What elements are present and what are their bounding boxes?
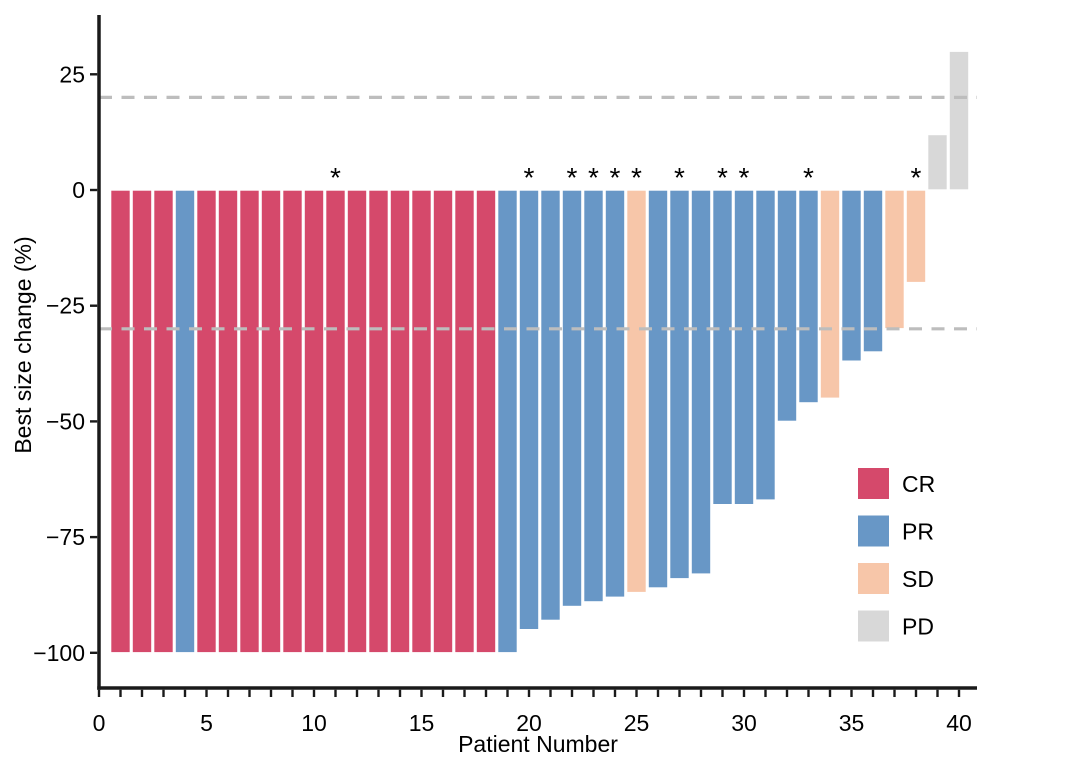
asterisk-patient-23: *	[588, 162, 599, 193]
bar-patient-10	[303, 189, 325, 654]
bar-patient-32	[776, 189, 798, 423]
bar-patient-33	[797, 189, 820, 404]
bar-patient-28	[690, 189, 712, 575]
x-tick-label-15: 15	[409, 710, 435, 736]
asterisk-patient-20: *	[524, 162, 535, 193]
y-tick-label--100: −100	[33, 640, 85, 666]
bar-patient-18	[475, 189, 497, 654]
bar-patient-12	[346, 189, 368, 654]
bar-patient-20	[518, 189, 540, 631]
legend-swatch-SD	[858, 563, 889, 594]
x-tick-label-35: 35	[839, 710, 865, 736]
asterisk-patient-11: *	[330, 162, 341, 193]
y-tick-label-0: 0	[72, 177, 85, 203]
bar-patient-23	[582, 189, 605, 603]
bar-patient-35	[840, 189, 863, 362]
legend-label-PR: PR	[902, 519, 934, 545]
bar-patient-29	[711, 189, 734, 506]
x-tick-label-5: 5	[200, 710, 213, 736]
bar-patient-26	[647, 189, 669, 589]
asterisk-annotations-layer: * * * * * * * * * * *	[330, 162, 922, 193]
bar-patient-4	[174, 189, 196, 654]
bar-patient-37	[883, 189, 906, 330]
bar-patient-11	[324, 189, 347, 654]
bars-layer	[109, 50, 970, 654]
asterisk-patient-24: *	[610, 162, 621, 193]
bar-patient-15	[410, 189, 433, 654]
bar-patient-2	[131, 189, 153, 654]
bar-patient-34	[819, 189, 841, 400]
asterisk-patient-38: *	[911, 162, 922, 193]
bar-patient-14	[389, 189, 411, 654]
y-tick-label-25: 25	[59, 61, 85, 87]
bar-patient-19	[496, 189, 519, 654]
asterisk-patient-25: *	[631, 162, 642, 193]
asterisk-patient-29: *	[717, 162, 728, 193]
bar-patient-9	[281, 189, 304, 654]
x-tick-label-25: 25	[624, 710, 650, 736]
x-axis: 0 5 10 15 20 25 30 35 40	[93, 686, 977, 736]
asterisk-patient-27: *	[674, 162, 685, 193]
y-tick-label--75: −75	[46, 524, 85, 550]
bar-patient-40	[948, 50, 970, 191]
legend-swatch-CR	[858, 468, 889, 499]
asterisk-patient-22: *	[567, 162, 578, 193]
bar-patient-30	[733, 189, 755, 506]
y-axis: 25 0 −25 −50 −75 −100	[33, 15, 101, 690]
bar-patient-16	[432, 189, 454, 654]
y-tick-label--25: −25	[46, 293, 85, 319]
bar-patient-1	[109, 189, 132, 654]
bar-patient-27	[668, 189, 691, 580]
bar-patient-36	[862, 189, 884, 353]
x-tick-label-0: 0	[93, 710, 106, 736]
legend-label-PD: PD	[902, 614, 934, 640]
bar-patient-22	[561, 189, 583, 608]
bar-patient-17	[453, 189, 476, 654]
bar-patient-5	[195, 189, 218, 654]
bar-patient-3	[152, 189, 175, 654]
y-axis-title: Best size change (%)	[10, 236, 36, 453]
legend-label-CR: CR	[902, 471, 935, 497]
bar-patient-21	[539, 189, 562, 622]
legend-swatch-PR	[858, 515, 889, 547]
bar-patient-8	[260, 189, 282, 654]
bar-patient-38	[905, 189, 927, 284]
bar-patient-13	[367, 189, 390, 654]
asterisk-patient-33: *	[803, 162, 814, 193]
legend-label-SD: SD	[902, 566, 934, 592]
y-tick-label--50: −50	[46, 408, 85, 434]
x-tick-label-30: 30	[731, 710, 757, 736]
bar-patient-31	[754, 189, 777, 501]
reference-lines-layer	[99, 95, 977, 331]
legend-swatch-PD	[858, 610, 889, 642]
bar-patient-24	[604, 189, 626, 598]
x-tick-label-40: 40	[946, 710, 972, 736]
bar-patient-7	[238, 189, 261, 654]
bar-patient-25	[625, 189, 648, 594]
legend: CR PR SD PD	[858, 468, 935, 642]
x-axis-title: Patient Number	[458, 731, 618, 757]
asterisk-patient-30: *	[739, 162, 750, 193]
bar-patient-6	[217, 189, 239, 654]
x-tick-label-10: 10	[301, 710, 327, 736]
bar-patient-39	[926, 133, 949, 191]
x-tick-label-20: 20	[516, 710, 542, 736]
